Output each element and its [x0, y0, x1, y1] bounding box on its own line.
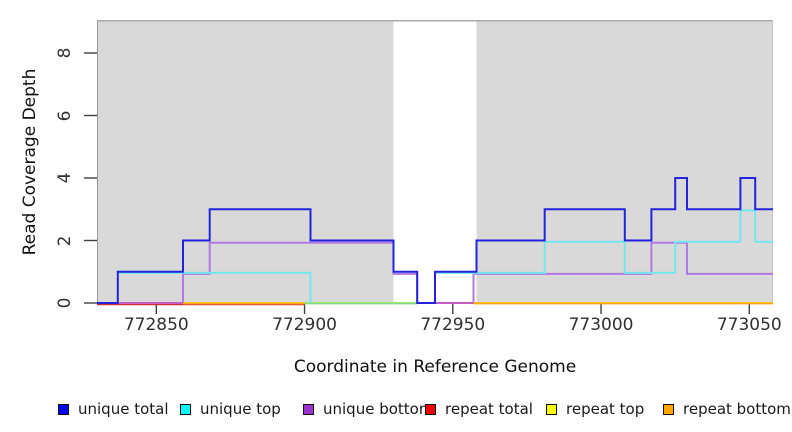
y-tick-label-2: 2 [55, 235, 75, 246]
legend-label: repeat total [445, 400, 533, 418]
legend-swatch-icon [546, 403, 557, 415]
x-tick-label-772950: 772950 [420, 315, 486, 335]
legend-swatch-icon [303, 403, 314, 415]
x-axis-title: Coordinate in Reference Genome [293, 357, 577, 377]
legend-swatch-icon [180, 403, 191, 415]
legend-item-unique-bottom: unique bottom [303, 398, 433, 420]
x-tick-label-772850: 772850 [123, 315, 189, 335]
legend-item-unique-total: unique total [58, 398, 169, 420]
y-tick-label-4: 4 [55, 172, 75, 184]
x-tick-label-773050: 773050 [716, 315, 782, 335]
legend-swatch-icon [58, 403, 69, 415]
legend-label: unique bottom [323, 400, 434, 418]
series-unique-total [97, 177, 773, 304]
y-tick-label-6: 6 [55, 110, 75, 121]
series-unique-top [117, 271, 312, 303]
legend-label: unique total [78, 400, 169, 418]
legend-label: repeat bottom [683, 400, 791, 418]
legend-item-repeat-bottom: repeat bottom [663, 398, 791, 420]
x-tick-label-772900: 772900 [272, 315, 337, 335]
legend-item-repeat-total: repeat total [425, 398, 533, 420]
y-tick-label-8: 8 [55, 47, 75, 59]
legend-swatch-icon [425, 403, 436, 415]
legend-item-unique-top: unique top [180, 398, 281, 420]
gap-highlight-band [393, 21, 477, 303]
legend-item-repeat-top: repeat top [546, 398, 644, 420]
y-tick-label-0: 0 [55, 297, 75, 309]
legend-label: repeat top [566, 400, 645, 418]
legend-label: unique top [200, 400, 281, 418]
y-axis-title: Read Coverage Depth [20, 68, 40, 256]
legend: unique total unique top unique bottom repea… [0, 398, 792, 424]
x-tick-label-773000: 773000 [568, 315, 634, 335]
series-unique-top [434, 209, 773, 303]
legend-swatch-icon [663, 403, 674, 415]
